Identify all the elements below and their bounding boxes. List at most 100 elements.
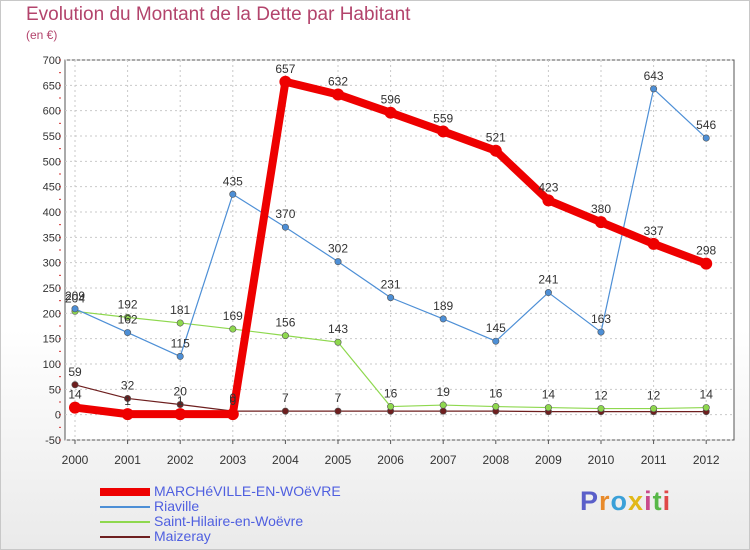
data-point <box>700 257 713 270</box>
y-tick-label: 700 <box>43 55 61 67</box>
logo-letter: x <box>628 486 645 516</box>
data-point <box>124 329 132 337</box>
data-label: 14 <box>700 388 714 402</box>
y-tick-label: 200 <box>43 308 61 320</box>
data-point <box>229 190 237 198</box>
data-label: 143 <box>328 322 348 336</box>
data-point <box>124 394 132 402</box>
data-label: 546 <box>696 118 716 132</box>
data-label: 380 <box>591 202 611 216</box>
data-point <box>544 289 552 297</box>
data-point <box>702 134 710 142</box>
data-label: 145 <box>486 321 506 335</box>
data-point <box>702 404 710 412</box>
logo-letter: i <box>644 486 653 516</box>
data-label: 657 <box>275 62 295 76</box>
data-label: 0 <box>229 394 236 408</box>
y-tick-label: 50 <box>49 384 61 396</box>
data-point <box>121 408 134 421</box>
data-label: 632 <box>328 74 348 88</box>
logo-letter: o <box>610 486 629 516</box>
data-point <box>437 125 450 138</box>
data-label: 643 <box>644 69 664 83</box>
data-label: 16 <box>384 387 398 401</box>
data-label: 209 <box>65 289 85 303</box>
data-label: 32 <box>121 378 135 392</box>
data-point <box>544 404 552 412</box>
y-tick-label: 450 <box>43 182 61 194</box>
data-point <box>334 407 342 415</box>
data-point <box>595 216 607 229</box>
data-label: 12 <box>647 389 661 403</box>
logo-letter: r <box>599 486 611 516</box>
data-label: 19 <box>437 385 451 399</box>
x-tick-label: 2010 <box>588 453 615 467</box>
data-point <box>176 319 184 327</box>
data-point <box>597 328 605 336</box>
data-label: 435 <box>223 174 243 188</box>
y-tick-label: 650 <box>43 80 61 92</box>
legend-label: Saint-Hilaire-en-Woëvre <box>154 513 304 529</box>
legend-label: Riaville <box>154 498 200 514</box>
data-label: 16 <box>489 387 503 401</box>
data-point <box>226 408 239 421</box>
x-tick-label: 2007 <box>430 453 457 467</box>
data-label: 1 <box>124 394 131 408</box>
chart-title: Evolution du Montant de la Dette par Hab… <box>26 4 411 25</box>
x-tick-label: 2003 <box>219 453 246 467</box>
data-label: 204 <box>65 291 85 305</box>
data-label: 14 <box>542 388 556 402</box>
data-point <box>176 401 184 409</box>
data-label: 559 <box>433 111 453 125</box>
data-point <box>647 237 660 250</box>
x-tick-label: 2001 <box>114 453 141 467</box>
x-tick-label: 2004 <box>272 453 299 467</box>
data-point <box>69 401 81 414</box>
y-tick-label: -50 <box>45 435 61 447</box>
data-label: 596 <box>381 93 401 107</box>
data-point <box>492 337 500 345</box>
x-tick-label: 2009 <box>535 453 562 467</box>
y-tick-label: 100 <box>43 359 61 371</box>
data-point <box>439 407 447 415</box>
x-tick-label: 2012 <box>693 453 720 467</box>
data-point <box>229 325 237 333</box>
data-label: 189 <box>433 299 453 313</box>
data-label: 1 <box>177 394 184 408</box>
y-tick-label: 300 <box>43 258 61 270</box>
data-point <box>650 85 658 93</box>
legend-swatch <box>100 521 150 523</box>
data-point <box>281 223 289 231</box>
data-point <box>439 401 447 409</box>
data-label: 521 <box>486 131 506 145</box>
logo-letter: t <box>652 486 663 516</box>
data-label: 241 <box>538 273 558 287</box>
y-tick-label: 150 <box>43 334 61 346</box>
y-tick-label: 600 <box>43 106 61 118</box>
data-point <box>174 408 187 421</box>
data-label: 231 <box>381 278 401 292</box>
legend-swatch <box>100 536 150 538</box>
legend-label: Maizeray <box>154 528 211 544</box>
y-tick-label: 250 <box>43 283 61 295</box>
data-label: 7 <box>282 391 289 405</box>
data-point <box>384 106 397 119</box>
data-point <box>597 405 605 413</box>
data-point <box>387 403 395 411</box>
data-label: 12 <box>594 389 608 403</box>
x-tick-label: 2005 <box>325 453 352 467</box>
logo-letter: P <box>580 486 600 516</box>
plot-area <box>64 59 735 441</box>
data-point <box>542 194 555 207</box>
data-label: 370 <box>275 207 295 221</box>
data-point <box>71 381 79 389</box>
legend-label: MARCHéVILLE-EN-WOëVRE <box>154 483 341 499</box>
data-point <box>387 294 395 302</box>
x-tick-label: 2006 <box>377 453 404 467</box>
data-label: 298 <box>696 244 716 258</box>
data-point <box>281 332 289 340</box>
x-tick-label: 2011 <box>641 453 667 467</box>
data-label: 163 <box>591 312 611 326</box>
y-tick-label: 0 <box>55 410 61 422</box>
data-label: 14 <box>68 388 82 402</box>
